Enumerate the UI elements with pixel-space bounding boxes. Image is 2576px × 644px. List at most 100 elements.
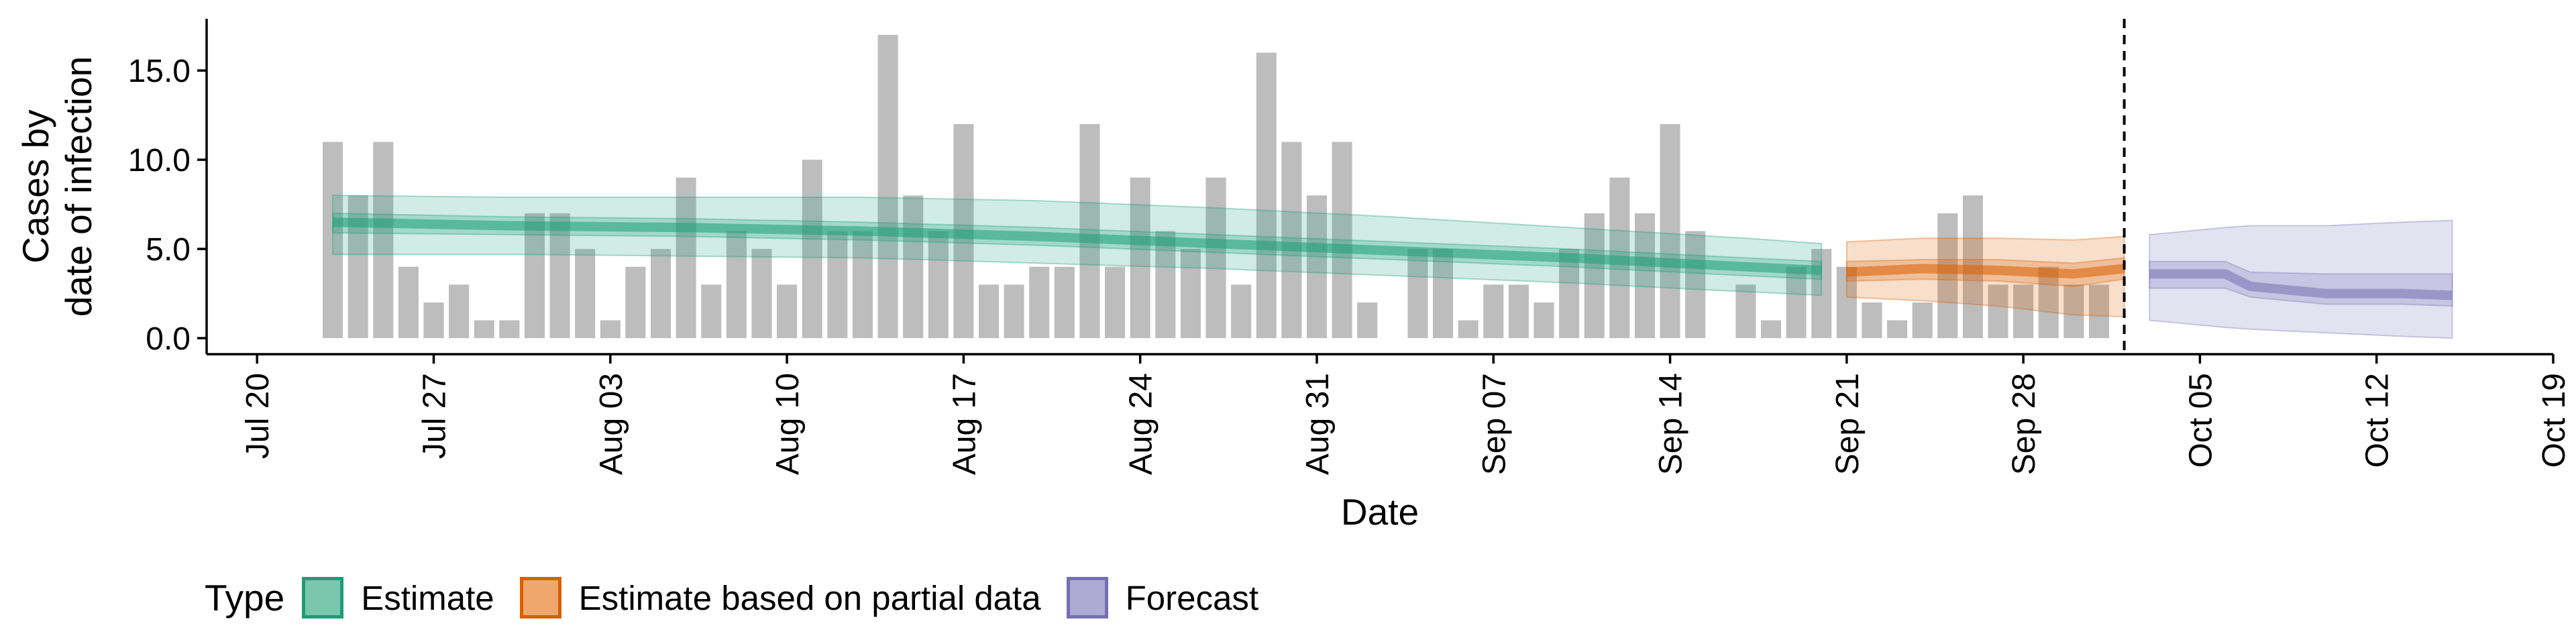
bar-reported-cases bbox=[1332, 142, 1352, 339]
bar-reported-cases bbox=[1887, 320, 1908, 339]
bar-reported-cases bbox=[600, 320, 621, 339]
bar-reported-cases bbox=[1029, 266, 1050, 339]
legend-key-forecast bbox=[1066, 577, 1108, 619]
bar-reported-cases bbox=[1786, 266, 1807, 339]
y-tick-label: 15.0 bbox=[128, 54, 191, 89]
y-axis-title: date of infection bbox=[58, 56, 99, 317]
forecast-band-90 bbox=[2149, 219, 2453, 339]
x-axis-title: Date bbox=[1341, 491, 1419, 533]
bar-reported-cases bbox=[398, 266, 419, 339]
bar-reported-cases bbox=[1559, 249, 1580, 339]
bar-reported-cases bbox=[1836, 266, 1857, 339]
x-tick-label: Aug 31 bbox=[1300, 373, 1336, 475]
bar-reported-cases bbox=[928, 231, 949, 339]
bar-reported-cases bbox=[1685, 231, 1706, 339]
bar-reported-cases bbox=[1004, 284, 1024, 339]
y-tick-label: 5.0 bbox=[146, 232, 191, 268]
bar-reported-cases bbox=[1660, 123, 1680, 339]
bar-reported-cases bbox=[549, 213, 570, 339]
bar-reported-cases bbox=[650, 249, 672, 339]
legend-label-estimate: Estimate bbox=[361, 578, 494, 617]
legend: Type Estimate Estimate based on partial … bbox=[205, 574, 1284, 621]
bar-reported-cases bbox=[1432, 249, 1454, 339]
forecast-median-line bbox=[2149, 269, 2453, 301]
legend-key-partial bbox=[519, 577, 561, 619]
bar-reported-cases bbox=[1407, 249, 1428, 339]
bar-reported-cases bbox=[2013, 284, 2034, 339]
bar-reported-cases bbox=[575, 249, 596, 339]
bar-reported-cases bbox=[373, 142, 394, 339]
bar-reported-cases bbox=[1281, 142, 1302, 339]
bar-reported-cases bbox=[625, 266, 646, 339]
legend-label-partial: Estimate based on partial data bbox=[578, 578, 1041, 617]
bar-reported-cases bbox=[1534, 302, 1554, 339]
x-tick-label: Jul 27 bbox=[417, 373, 453, 459]
bar-reported-cases bbox=[1937, 213, 1958, 339]
x-tick-label: Oct 05 bbox=[2183, 373, 2218, 468]
legend-label-forecast: Forecast bbox=[1125, 578, 1258, 617]
y-axis-title: Cases by bbox=[15, 109, 56, 264]
bar-reported-cases bbox=[449, 284, 470, 339]
bar-reported-cases bbox=[474, 320, 494, 339]
bar-reported-cases bbox=[903, 195, 924, 339]
bar-reported-cases bbox=[2088, 284, 2110, 339]
plot-panel bbox=[323, 34, 2453, 339]
bar-reported-cases bbox=[1634, 213, 1655, 339]
bar-reported-cases bbox=[802, 160, 822, 339]
bar-reported-cases bbox=[2038, 266, 2059, 339]
bar-reported-cases bbox=[751, 249, 772, 339]
x-tick-label: Jul 20 bbox=[240, 373, 276, 459]
axes: 0.0 5.0 10.0 15.0 Jul 20 Jul 27 Aug 03 Aug 10 Au… bbox=[15, 19, 2572, 533]
bar-reported-cases bbox=[701, 284, 722, 339]
x-tick-label: Sep 14 bbox=[1654, 373, 1689, 475]
bar-reported-cases bbox=[1079, 123, 1100, 339]
x-tick-label: Aug 03 bbox=[594, 373, 629, 475]
bar-reported-cases bbox=[978, 284, 1000, 339]
bar-reported-cases bbox=[323, 142, 343, 339]
x-tick-label: Oct 19 bbox=[2536, 373, 2572, 468]
y-tick-label: 0.0 bbox=[146, 321, 191, 357]
bar-reported-cases bbox=[1105, 266, 1126, 339]
bar-reported-cases bbox=[1862, 302, 1882, 339]
bar-reported-cases bbox=[1458, 320, 1479, 339]
bar-reported-cases bbox=[1508, 284, 1529, 339]
bar-reported-cases bbox=[1357, 302, 1378, 339]
bar-reported-cases bbox=[524, 213, 545, 339]
bar-reported-cases bbox=[1256, 52, 1277, 339]
bar-reported-cases bbox=[827, 231, 848, 339]
bar-reported-cases bbox=[2063, 284, 2084, 339]
x-tick-label: Sep 21 bbox=[1830, 373, 1866, 475]
bar-reported-cases bbox=[499, 320, 520, 339]
bar-reported-cases bbox=[1054, 266, 1075, 339]
bar-reported-cases bbox=[1205, 177, 1226, 339]
bar-reported-cases bbox=[1760, 320, 1782, 339]
x-tick-label: Aug 10 bbox=[770, 373, 806, 475]
x-tick-label: Oct 12 bbox=[2360, 373, 2396, 468]
bar-reported-cases bbox=[1584, 213, 1605, 339]
bar-reported-cases bbox=[1180, 249, 1201, 339]
bar-reported-cases bbox=[1306, 195, 1328, 339]
estimate-median-line bbox=[332, 217, 1822, 275]
bar-reported-cases bbox=[423, 302, 444, 339]
bar-reported-cases bbox=[1155, 231, 1176, 339]
x-tick-label: Aug 24 bbox=[1124, 373, 1159, 475]
legend-key-estimate bbox=[302, 577, 344, 619]
bar-reported-cases bbox=[1988, 284, 2008, 339]
bar-reported-cases bbox=[1735, 284, 1756, 339]
x-tick-label: Sep 28 bbox=[2006, 373, 2042, 475]
x-tick-label: Aug 17 bbox=[947, 373, 982, 475]
bar-reported-cases bbox=[726, 231, 747, 339]
legend-title: Type bbox=[205, 577, 285, 619]
bar-reported-cases bbox=[877, 34, 898, 339]
bar-reported-cases bbox=[1231, 284, 1252, 339]
bar-reported-cases bbox=[1130, 177, 1150, 339]
y-tick-label: 10.0 bbox=[128, 143, 191, 178]
partial-estimate-median-line bbox=[1846, 264, 2125, 279]
bar-reported-cases bbox=[676, 177, 696, 339]
bar-reported-cases bbox=[852, 231, 873, 339]
x-tick-label: Sep 07 bbox=[1477, 373, 1512, 475]
estimate-band-90 bbox=[332, 195, 1823, 297]
bar-reported-cases bbox=[1483, 284, 1504, 339]
bar-reported-cases bbox=[1912, 302, 1933, 339]
